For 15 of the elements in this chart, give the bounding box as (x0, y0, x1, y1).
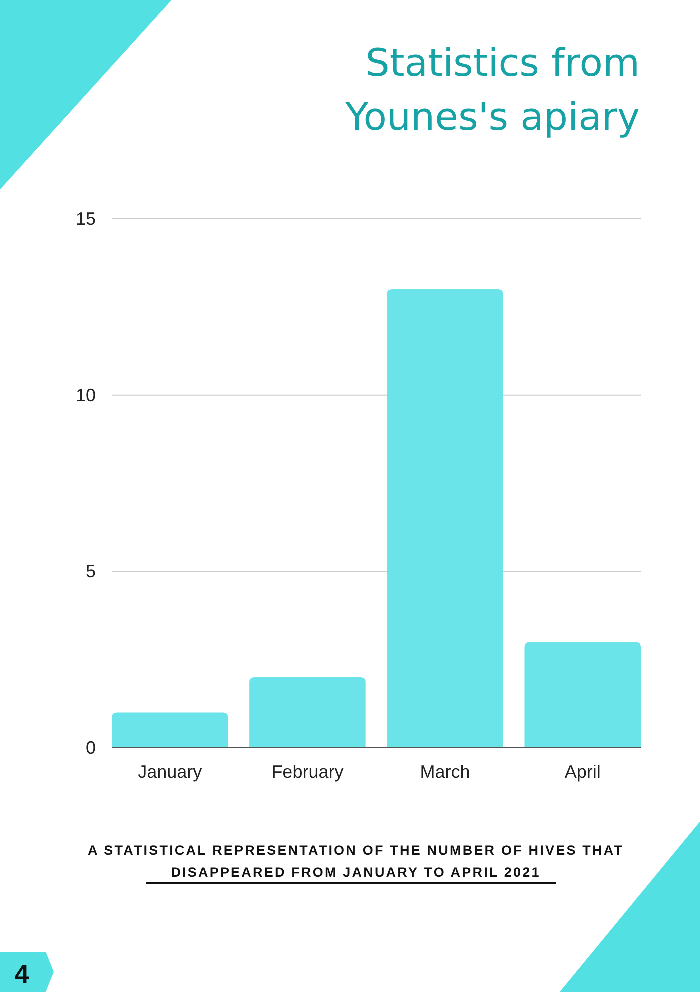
text: A STATISTICAL REPRESENTATION OF THE NUMBER OF HIVES THAT DISAPPEARED FROM JANUARY TO APRIL 2021 (88, 843, 624, 880)
bar (387, 290, 504, 748)
chart-title: Statistics from Younes's apiary (344, 41, 640, 139)
bar (250, 677, 366, 748)
bar (112, 712, 228, 748)
y-tick-label: 5 (86, 562, 96, 582)
x-tick-label: January (138, 762, 202, 782)
bar (524, 642, 641, 748)
text: 4 (14, 959, 30, 989)
y-tick-label: 10 (76, 385, 96, 406)
y-tick-label: 15 (76, 209, 96, 229)
y-tick-label: 0 (86, 738, 96, 758)
x-tick-label: March (420, 762, 470, 782)
x-tick-label: February (272, 762, 344, 782)
x-tick-label: April (564, 762, 601, 782)
